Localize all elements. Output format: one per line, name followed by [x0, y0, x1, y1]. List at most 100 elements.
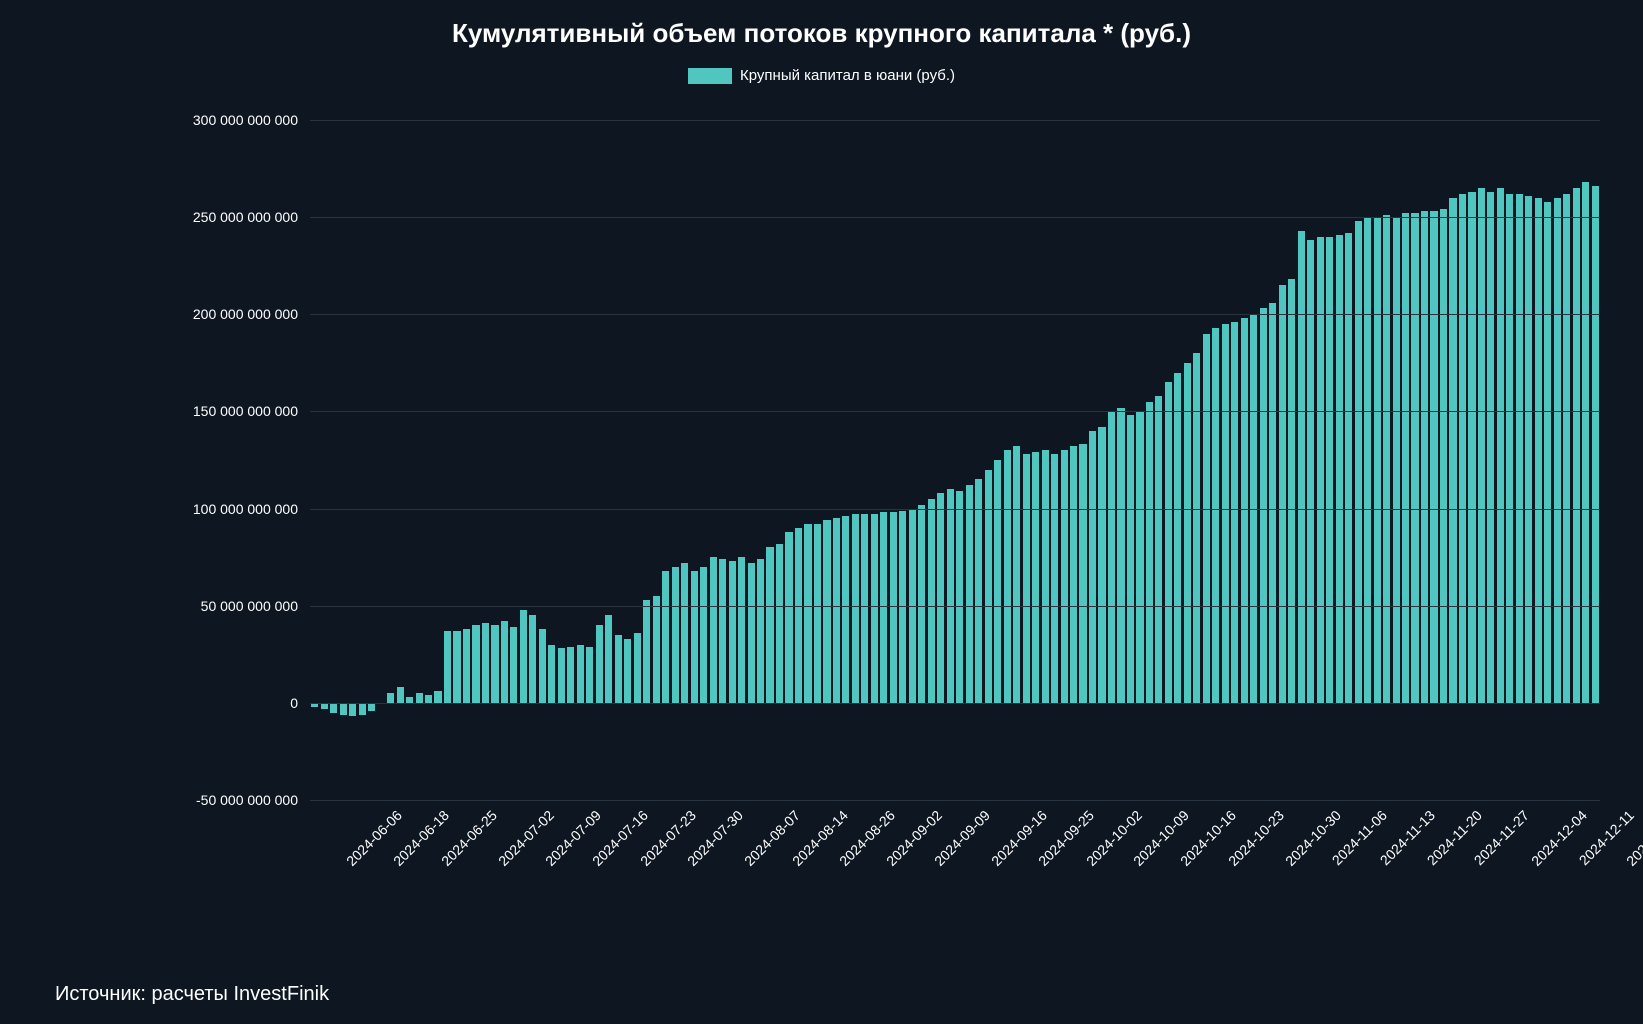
bar — [1241, 318, 1248, 703]
bar — [700, 567, 707, 703]
bar — [1326, 237, 1333, 703]
bar — [871, 514, 878, 702]
bar — [1136, 411, 1143, 702]
bar — [1184, 363, 1191, 703]
bar — [1497, 188, 1504, 703]
bar — [425, 695, 432, 703]
bar — [1506, 194, 1513, 703]
bar — [1117, 408, 1124, 703]
bar — [1478, 188, 1485, 703]
bar — [368, 703, 375, 711]
bar — [947, 489, 954, 703]
bar — [1393, 217, 1400, 703]
bar — [1079, 444, 1086, 702]
bar — [766, 547, 773, 702]
bar — [558, 648, 565, 702]
bar — [785, 532, 792, 703]
bar — [416, 693, 423, 703]
gridline — [310, 314, 1600, 315]
source-text: Источник: расчеты InvestFinik — [55, 983, 329, 1006]
bar — [833, 518, 840, 703]
ytick-label: -50 000 000 000 — [196, 792, 310, 808]
bar — [472, 625, 479, 703]
bar — [501, 621, 508, 703]
bar — [1383, 215, 1390, 703]
bar — [482, 623, 489, 703]
bar — [1355, 221, 1362, 703]
bar — [520, 610, 527, 703]
bar — [1374, 217, 1381, 703]
bar — [823, 520, 830, 703]
bar — [1487, 192, 1494, 703]
chart-container: Кумулятивный объем потоков крупного капи… — [0, 0, 1643, 1024]
bar — [1449, 198, 1456, 703]
bar — [340, 703, 347, 715]
bar — [605, 615, 612, 702]
bar — [1582, 182, 1589, 703]
bar — [1288, 279, 1295, 703]
bar — [738, 557, 745, 703]
bar — [757, 559, 764, 703]
plot-area: -50 000 000 000050 000 000 000100 000 00… — [310, 120, 1600, 800]
bar — [529, 615, 536, 702]
ytick-label: 100 000 000 000 — [193, 501, 310, 517]
bar — [596, 625, 603, 703]
bar — [1345, 233, 1352, 703]
ytick-label: 50 000 000 000 — [201, 598, 310, 614]
bar — [1402, 213, 1409, 703]
bar — [1146, 402, 1153, 703]
bar — [1573, 188, 1580, 703]
bar — [1108, 411, 1115, 702]
bar — [956, 491, 963, 703]
bar — [1061, 450, 1068, 703]
bar — [653, 596, 660, 703]
bar — [1098, 427, 1105, 703]
bar — [861, 514, 868, 702]
bar — [814, 524, 821, 703]
bar — [510, 627, 517, 703]
bar — [548, 645, 555, 703]
bar — [662, 571, 669, 703]
bar — [615, 635, 622, 703]
bar — [491, 625, 498, 703]
bar — [842, 516, 849, 703]
bar — [966, 485, 973, 703]
bar — [624, 639, 631, 703]
gridline — [310, 606, 1600, 607]
bar — [1544, 202, 1551, 703]
bar — [1089, 431, 1096, 703]
bar — [1070, 446, 1077, 702]
bar — [434, 691, 441, 703]
bar — [1269, 303, 1276, 703]
ytick-label: 0 — [290, 695, 310, 711]
bar — [804, 524, 811, 703]
bar — [748, 563, 755, 703]
bar — [719, 559, 726, 703]
bar — [1440, 209, 1447, 702]
bar — [463, 629, 470, 703]
bar — [1231, 322, 1238, 703]
bar — [1563, 194, 1570, 703]
bar — [994, 460, 1001, 703]
bar — [985, 470, 992, 703]
bar — [397, 687, 404, 703]
bar — [1411, 213, 1418, 703]
bar — [1260, 308, 1267, 702]
bar — [795, 528, 802, 703]
bar — [1004, 450, 1011, 703]
bar — [634, 633, 641, 703]
gridline — [310, 120, 1600, 121]
bar — [852, 514, 859, 702]
bar — [1421, 211, 1428, 703]
bar — [937, 493, 944, 703]
bar — [918, 505, 925, 703]
bar — [453, 631, 460, 703]
chart-legend: Крупный капитал в юани (руб.) — [0, 67, 1643, 84]
bar — [349, 703, 356, 717]
bar — [1535, 198, 1542, 703]
bar — [567, 647, 574, 703]
bar — [643, 600, 650, 703]
bar — [681, 563, 688, 703]
bar — [1127, 415, 1134, 703]
bar — [577, 645, 584, 703]
